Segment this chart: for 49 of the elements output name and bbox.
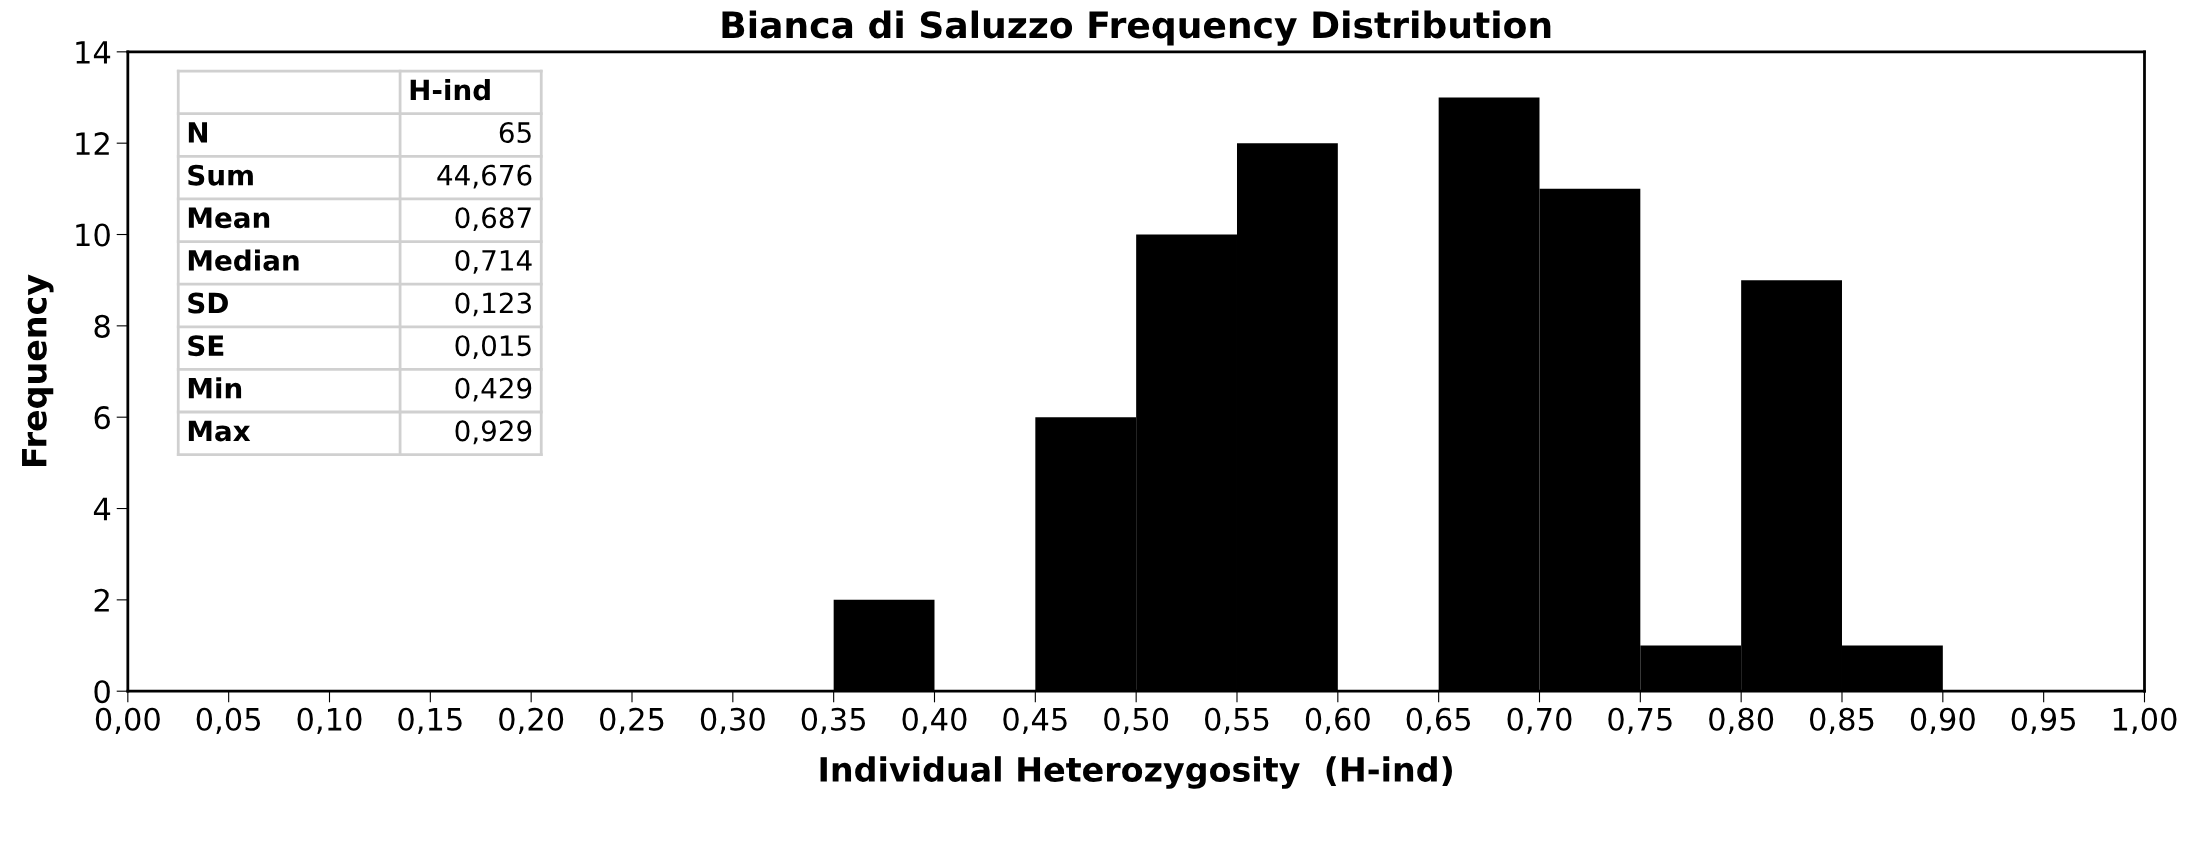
annotation: 0,429: [455, 377, 532, 402]
y-tick-label: 8: [94, 314, 110, 338]
annotation: 65: [499, 122, 531, 144]
annotation: SE: [188, 335, 224, 357]
x-tick-label: 0,85: [1809, 707, 1874, 734]
annotation: 0,687: [455, 207, 531, 232]
annotation: Median: [188, 249, 299, 271]
x-tick-label: 0,00: [95, 707, 160, 734]
x-tick-label: 0,65: [1406, 707, 1471, 734]
annotation: 0,015: [455, 335, 531, 359]
annotation: H-ind: [410, 78, 490, 101]
annotation: 0,714: [455, 249, 532, 274]
y-tick-label: 4: [93, 497, 111, 521]
x-tick-label: 0,50: [1104, 707, 1169, 734]
x-tick-label: 0,70: [1507, 707, 1572, 734]
x-tick-label: 0,35: [801, 707, 866, 734]
x-tick-label: 0,40: [902, 707, 967, 734]
x-axis-title: Individual Heterozygosity (H-ind): [820, 756, 1452, 789]
y-tick-label: 0: [94, 680, 110, 704]
x-tick-label: 0,90: [1910, 707, 1975, 734]
y-tick-label: 10: [76, 223, 110, 247]
y-axis-title: Frequency: [22, 274, 54, 467]
annotation: 0,929: [455, 420, 532, 445]
annotation: Min: [188, 377, 242, 399]
x-tick-label: 0,95: [2011, 707, 2076, 734]
y-tick-label: 2: [94, 588, 109, 612]
x-tick-label: 0,05: [196, 707, 261, 734]
annotation: Max: [188, 420, 251, 442]
x-tick-label: 0,45: [1003, 707, 1067, 734]
annotation: SD: [188, 292, 228, 314]
annotation: N: [188, 122, 208, 143]
x-tick-label: 1,00: [2113, 707, 2177, 734]
annotation: Sum: [188, 164, 253, 186]
chart-title: Bianca di Saluzzo Frequency Distribution: [722, 10, 1551, 46]
y-tick-label: 12: [76, 132, 109, 155]
y-tick-label: 14: [76, 41, 111, 64]
annotation: 44,676: [437, 164, 532, 189]
x-tick-label: 0,15: [398, 707, 462, 734]
x-tick-label: 0,60: [1305, 707, 1370, 734]
x-tick-label: 0,75: [1608, 707, 1672, 734]
x-tick-label: 0,20: [499, 707, 564, 734]
x-tick-label: 0,80: [1709, 707, 1774, 734]
x-tick-label: 0,55: [1204, 707, 1269, 734]
annotation: Mean: [188, 207, 270, 229]
x-tick-label: 0,25: [599, 707, 664, 734]
x-tick-label: 0,30: [700, 707, 765, 734]
x-tick-label: 0,10: [297, 707, 362, 734]
annotation: 0,123: [455, 292, 531, 317]
y-tick-label: 6: [94, 406, 110, 430]
